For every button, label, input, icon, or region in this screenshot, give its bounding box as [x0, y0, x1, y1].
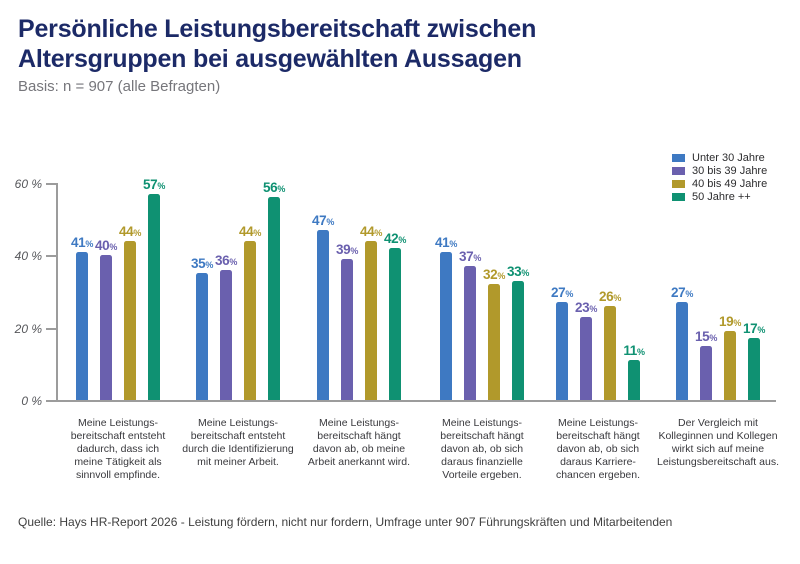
bar-value-label: 17% [742, 321, 766, 336]
bar-value-label: 56% [262, 180, 286, 195]
y-axis-tick-label: 40 % [14, 249, 42, 264]
legend-swatch-icon [672, 192, 685, 201]
y-axis-tick [46, 400, 56, 402]
y-axis-tick [46, 255, 56, 258]
bar-30-bis-39-jahre-group6 [700, 346, 712, 400]
title-line-1: Persönliche Leistungsbereitschaft zwisch… [18, 15, 537, 43]
bar-unter-30-jahre-group2 [196, 273, 208, 400]
bar-50-jahre-++-group4 [512, 281, 524, 400]
legend-label: Unter 30 Jahre [692, 151, 765, 164]
bar-value-label: 39% [335, 242, 359, 257]
bar-40-bis-49-jahre-group2 [244, 241, 256, 400]
legend-item-1: Unter 30 Jahre [672, 151, 767, 164]
legend-item-4: 50 Jahre ++ [672, 190, 767, 203]
bar-value-label: 44% [359, 224, 383, 239]
bar-value-label: 33% [506, 264, 530, 279]
category-label-1: Meine Leistungs-bereitschaft entsteht dad… [70, 417, 166, 481]
legend-swatch-icon [672, 179, 685, 188]
bar-30-bis-39-jahre-group3 [341, 259, 353, 400]
y-axis-tick-label: 0 % [21, 394, 42, 408]
x-axis-line [56, 400, 776, 402]
bar-unter-30-jahre-group3 [317, 230, 329, 400]
basis-subtitle: Basis: n = 907 (alle Befragten) [18, 78, 221, 95]
bar-40-bis-49-jahre-group1 [124, 241, 136, 400]
bar-unter-30-jahre-group6 [676, 302, 688, 400]
title-line-2: Altersgruppen bei ausgewählten Aussagen [18, 45, 522, 73]
category-label-4: Meine Leistungs-bereitschaft hängt davon … [440, 417, 524, 481]
bar-50-jahre-++-group1 [148, 194, 160, 400]
source-note: Quelle: Hays HR-Report 2026 - Leistung f… [18, 515, 673, 529]
category-label-5: Meine Leistungs-bereitschaft hängt davon … [555, 417, 641, 481]
bar-value-label: 37% [458, 249, 482, 264]
bar-value-label: 15% [694, 329, 718, 344]
page-title: Persönliche Leistungsbereitschaft zwisch… [18, 14, 536, 74]
legend-label: 50 Jahre ++ [692, 190, 751, 203]
bar-value-label: 40% [94, 238, 118, 253]
bar-value-label: 57% [142, 177, 166, 192]
y-axis-tick [46, 327, 56, 330]
bar-value-label: 44% [238, 224, 262, 239]
category-label-2: Meine Leistungs-bereitschaft entsteht dur… [182, 417, 294, 468]
legend-swatch-icon [672, 153, 685, 162]
bar-50-jahre-++-group2 [268, 197, 280, 400]
category-label-6: Der Vergleich mit Kolleginnen und Kollege… [657, 417, 779, 468]
bar-40-bis-49-jahre-group5 [604, 306, 616, 400]
chart-legend: Unter 30 Jahre 30 bis 39 Jahre 40 bis 49 J… [672, 151, 767, 203]
bar-value-label: 42% [383, 231, 407, 246]
bar-30-bis-39-jahre-group5 [580, 317, 592, 400]
bar-value-label: 35% [190, 256, 214, 271]
bar-40-bis-49-jahre-group4 [488, 284, 500, 400]
bar-unter-30-jahre-group1 [76, 252, 88, 400]
legend-label: 30 bis 39 Jahre [692, 164, 768, 177]
y-axis-tick-label: 60 % [14, 176, 42, 191]
bar-value-label: 41% [70, 235, 94, 250]
bar-value-label: 36% [214, 253, 238, 268]
bar-value-label: 32% [482, 267, 506, 282]
bar-value-label: 44% [118, 224, 142, 239]
y-axis-tick [46, 182, 56, 185]
bar-value-label: 47% [311, 213, 335, 228]
bar-30-bis-39-jahre-group1 [100, 255, 112, 400]
bar-unter-30-jahre-group4 [440, 252, 452, 400]
legend-label: 40 bis 49 Jahre [692, 177, 768, 190]
legend-item-3: 40 bis 49 Jahre [672, 177, 767, 190]
legend-swatch-icon [672, 166, 685, 175]
bar-value-label: 26% [598, 289, 622, 304]
bar-30-bis-39-jahre-group2 [220, 270, 232, 400]
bar-40-bis-49-jahre-group6 [724, 331, 736, 400]
bar-value-label: 27% [550, 285, 574, 300]
y-axis-line [56, 182, 58, 402]
bar-30-bis-39-jahre-group4 [464, 266, 476, 400]
bar-value-label: 23% [574, 300, 598, 315]
y-axis-tick-label: 20 % [14, 321, 42, 336]
bar-50-jahre-++-group5 [628, 360, 640, 400]
bar-value-label: 11% [623, 343, 645, 358]
category-label-3: Meine Leistungs-bereitschaft hängt davon … [307, 417, 411, 468]
bar-50-jahre-++-group3 [389, 248, 401, 400]
bar-50-jahre-++-group6 [748, 338, 760, 400]
bar-value-label: 41% [434, 235, 458, 250]
bar-value-label: 27% [670, 285, 694, 300]
legend-item-2: 30 bis 39 Jahre [672, 164, 767, 177]
bar-value-label: 19% [718, 314, 742, 329]
bar-40-bis-49-jahre-group3 [365, 241, 377, 400]
bar-unter-30-jahre-group5 [556, 302, 568, 400]
